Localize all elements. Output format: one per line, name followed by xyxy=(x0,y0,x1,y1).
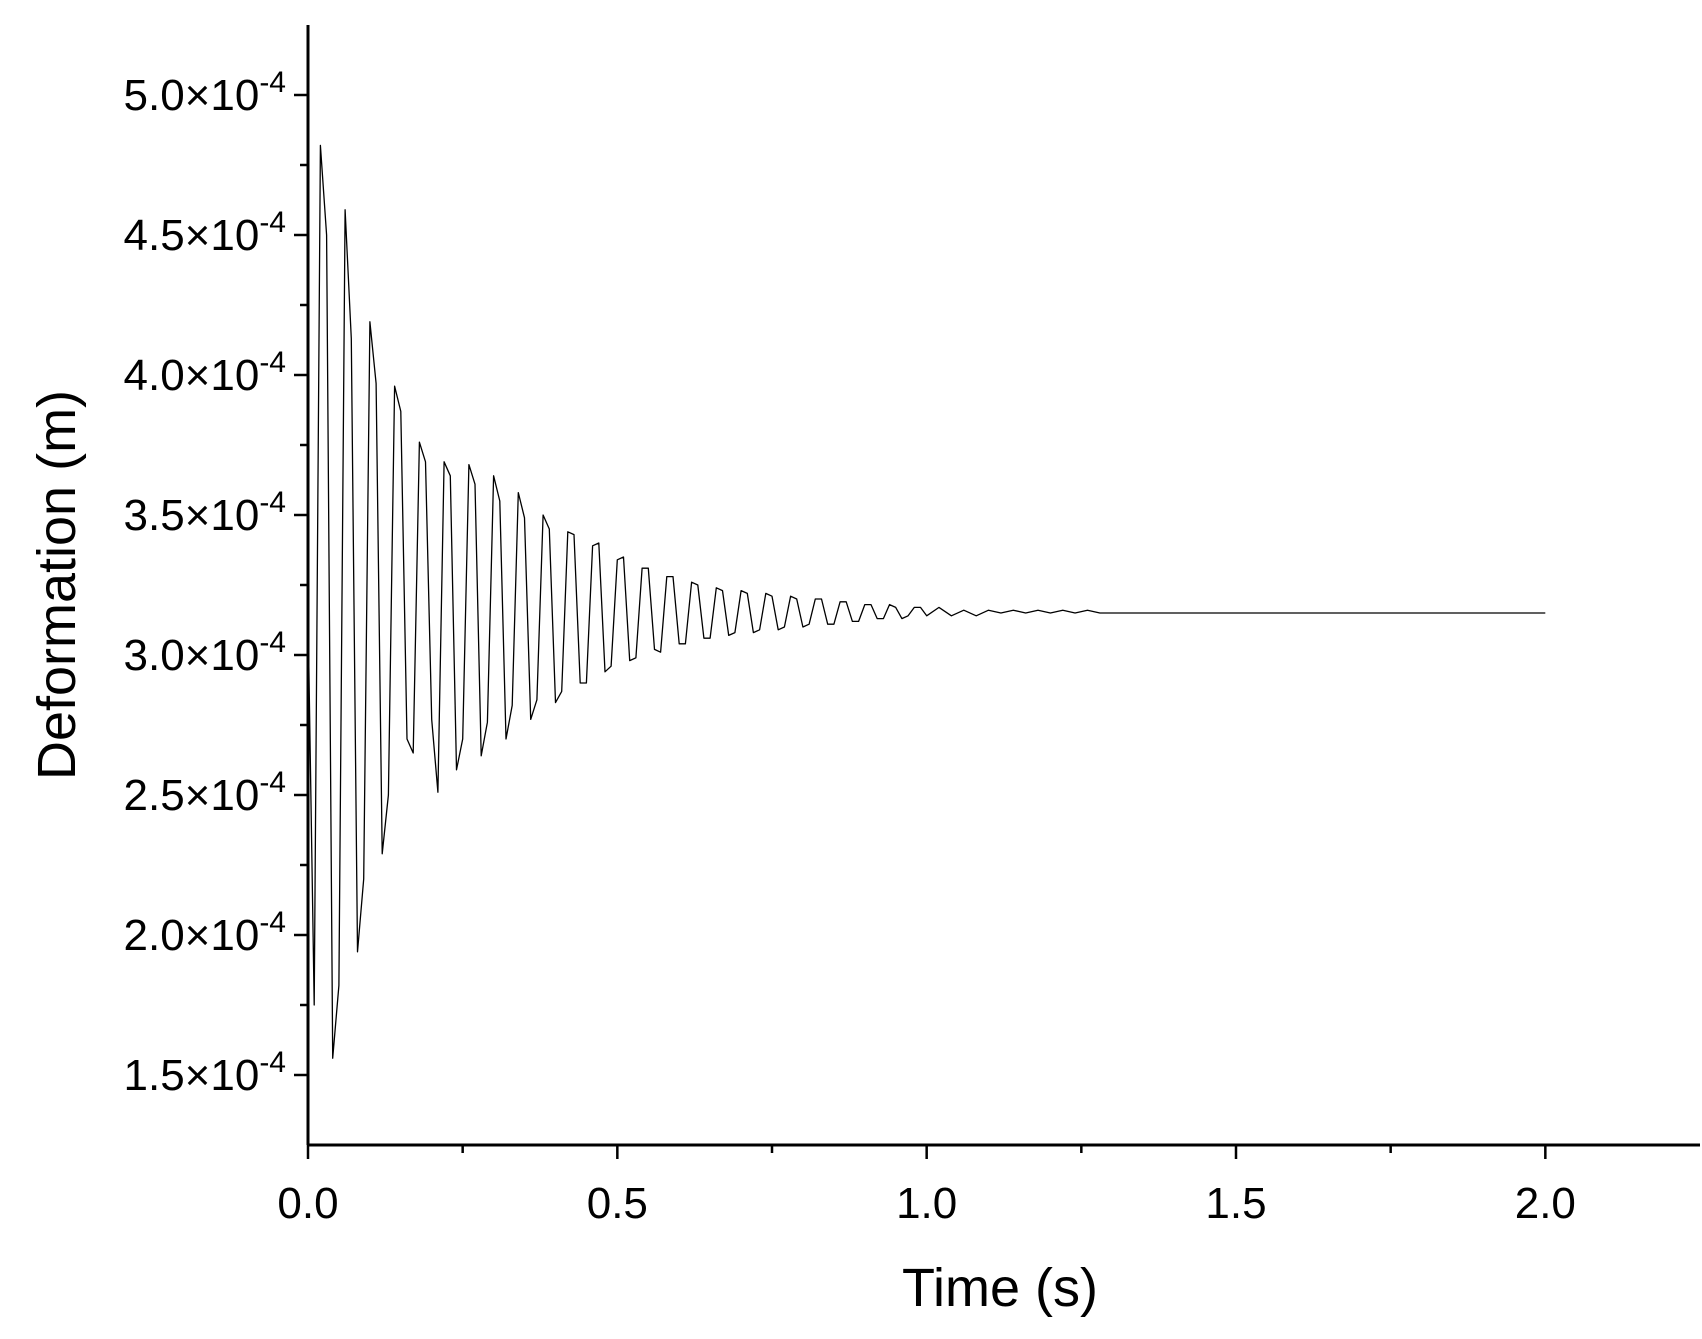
y-tick-label-mantissa: 3.5×10 xyxy=(124,491,260,540)
y-tick-label: 4.5×10-4 xyxy=(124,206,287,260)
x-tick-label: 2.0 xyxy=(1515,1179,1576,1228)
x-axis-title: Time (s) xyxy=(902,1258,1098,1318)
y-tick-label-exponent: -4 xyxy=(259,1046,286,1079)
y-tick-label: 3.5×10-4 xyxy=(124,486,287,540)
y-tick-label: 4.0×10-4 xyxy=(124,346,287,400)
y-tick-label-exponent: -4 xyxy=(259,766,286,799)
y-axis-ticks: 1.5×10-42.0×10-42.5×10-43.0×10-43.5×10-4… xyxy=(124,66,308,1100)
y-tick-label: 2.0×10-4 xyxy=(124,906,287,960)
y-tick-label: 2.5×10-4 xyxy=(124,766,287,820)
y-tick-label-mantissa: 2.0×10 xyxy=(124,911,260,960)
x-tick-label: 1.0 xyxy=(896,1179,957,1228)
y-tick-label-mantissa: 1.5×10 xyxy=(124,1051,260,1100)
y-tick-label-mantissa: 3.0×10 xyxy=(124,631,260,680)
y-tick-label-exponent: -4 xyxy=(259,486,286,519)
y-tick-label-exponent: -4 xyxy=(259,626,286,659)
x-axis-ticks: 0.0 0.5 1.0 1.5 2.0 xyxy=(277,1145,1576,1228)
y-tick-label: 3.0×10-4 xyxy=(124,626,287,680)
y-tick-label-exponent: -4 xyxy=(259,346,286,379)
y-tick-label-mantissa: 4.5×10 xyxy=(124,211,260,260)
series-line xyxy=(307,144,1546,1059)
y-tick-label-mantissa: 5.0×10 xyxy=(124,71,260,120)
x-tick-label: 0.5 xyxy=(587,1179,648,1228)
y-tick-label: 5.0×10-4 xyxy=(124,66,287,120)
plot-area xyxy=(307,144,1546,1059)
y-tick-label-exponent: -4 xyxy=(259,66,286,99)
y-axis-title: Deformation (m) xyxy=(27,390,87,780)
y-tick-label-exponent: -4 xyxy=(259,906,286,939)
y-tick-label-mantissa: 2.5×10 xyxy=(124,771,260,820)
x-tick-label: 1.5 xyxy=(1205,1179,1266,1228)
y-tick-label-mantissa: 4.0×10 xyxy=(124,351,260,400)
x-tick-label: 0.0 xyxy=(277,1179,338,1228)
y-tick-label: 1.5×10-4 xyxy=(124,1046,287,1100)
y-tick-label-exponent: -4 xyxy=(259,206,286,239)
